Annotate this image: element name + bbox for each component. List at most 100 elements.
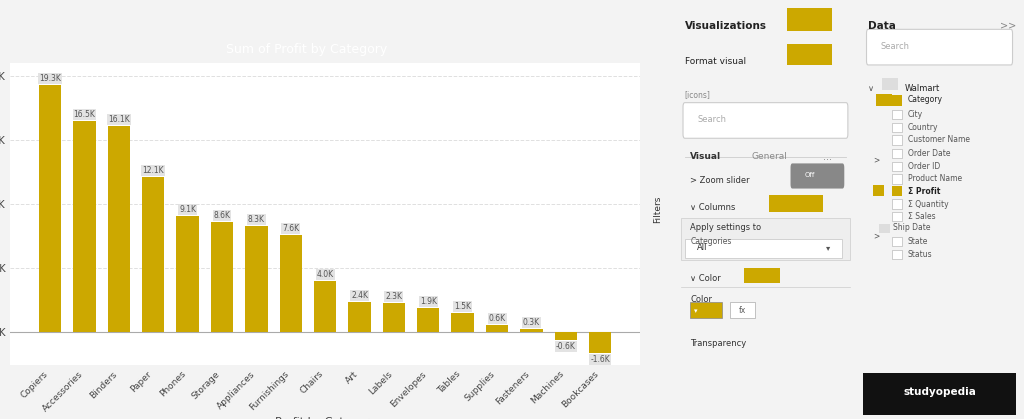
Bar bbox=[589, 332, 611, 353]
FancyBboxPatch shape bbox=[892, 212, 902, 221]
Text: >>: >> bbox=[999, 21, 1016, 31]
Text: ...: ... bbox=[823, 152, 831, 162]
FancyBboxPatch shape bbox=[683, 103, 848, 138]
Text: General: General bbox=[752, 152, 787, 160]
FancyBboxPatch shape bbox=[791, 163, 844, 189]
X-axis label: Profit by Category: Profit by Category bbox=[274, 417, 376, 419]
Text: Order Date: Order Date bbox=[907, 149, 950, 158]
Bar bbox=[74, 121, 95, 332]
Text: ∨ Columns: ∨ Columns bbox=[690, 203, 735, 212]
Text: City: City bbox=[907, 110, 923, 119]
Text: 2.3K: 2.3K bbox=[385, 292, 402, 301]
Bar bbox=[417, 308, 439, 332]
Text: [icons]: [icons] bbox=[685, 90, 711, 99]
Text: 9.1K: 9.1K bbox=[179, 205, 196, 214]
FancyBboxPatch shape bbox=[892, 162, 902, 171]
Text: >: > bbox=[872, 231, 880, 240]
FancyBboxPatch shape bbox=[892, 199, 902, 209]
Bar bbox=[348, 302, 371, 332]
Text: State: State bbox=[907, 237, 928, 246]
Text: 0.3K: 0.3K bbox=[523, 318, 540, 327]
FancyBboxPatch shape bbox=[866, 29, 1013, 65]
FancyBboxPatch shape bbox=[685, 239, 843, 258]
Text: Visualizations: Visualizations bbox=[685, 21, 767, 31]
Text: Walmart: Walmart bbox=[904, 84, 940, 93]
Text: Product Name: Product Name bbox=[907, 174, 962, 184]
Text: Ship Date: Ship Date bbox=[894, 223, 931, 233]
FancyBboxPatch shape bbox=[786, 8, 831, 31]
Text: 1.5K: 1.5K bbox=[455, 302, 471, 311]
Text: Sum of Profit by Category: Sum of Profit by Category bbox=[225, 43, 387, 56]
Text: 16.5K: 16.5K bbox=[74, 110, 95, 119]
FancyBboxPatch shape bbox=[872, 185, 884, 196]
FancyBboxPatch shape bbox=[892, 250, 902, 259]
Text: 1.9K: 1.9K bbox=[420, 297, 437, 306]
Text: fx: fx bbox=[738, 306, 745, 316]
FancyBboxPatch shape bbox=[892, 123, 902, 132]
Text: 12.1K: 12.1K bbox=[142, 166, 164, 175]
Text: 4.0K: 4.0K bbox=[316, 270, 334, 279]
Bar bbox=[555, 332, 577, 340]
Text: studyopedia: studyopedia bbox=[903, 387, 976, 397]
Bar bbox=[520, 328, 543, 332]
Text: Σ Sales: Σ Sales bbox=[907, 212, 935, 221]
Bar bbox=[245, 226, 267, 332]
Text: -0.6K: -0.6K bbox=[556, 342, 575, 351]
FancyBboxPatch shape bbox=[743, 268, 780, 283]
Bar bbox=[383, 303, 406, 332]
Text: >: > bbox=[872, 156, 880, 165]
Bar bbox=[39, 85, 61, 332]
Text: ∨ Color: ∨ Color bbox=[690, 274, 721, 283]
Text: Status: Status bbox=[907, 250, 933, 259]
Text: Category: Category bbox=[907, 95, 943, 104]
Text: ▾: ▾ bbox=[826, 243, 830, 252]
Text: 8.6K: 8.6K bbox=[213, 211, 230, 220]
FancyBboxPatch shape bbox=[892, 95, 902, 106]
FancyBboxPatch shape bbox=[880, 224, 890, 233]
Text: Color: Color bbox=[690, 295, 712, 304]
Text: > Zoom slider: > Zoom slider bbox=[690, 176, 750, 185]
FancyBboxPatch shape bbox=[892, 110, 902, 119]
FancyBboxPatch shape bbox=[892, 149, 902, 158]
Text: 19.3K: 19.3K bbox=[39, 74, 61, 83]
Text: 2.4K: 2.4K bbox=[351, 291, 368, 300]
Text: 8.3K: 8.3K bbox=[248, 215, 265, 224]
Text: Apply settings to: Apply settings to bbox=[690, 223, 761, 232]
FancyBboxPatch shape bbox=[863, 373, 1016, 415]
FancyBboxPatch shape bbox=[892, 135, 902, 145]
Text: Data: Data bbox=[868, 21, 896, 31]
FancyBboxPatch shape bbox=[892, 186, 902, 196]
FancyBboxPatch shape bbox=[690, 302, 723, 318]
Text: Σ Profit: Σ Profit bbox=[907, 186, 940, 196]
Text: Format visual: Format visual bbox=[685, 57, 745, 65]
Bar bbox=[142, 177, 165, 332]
Text: Filters: Filters bbox=[653, 196, 663, 223]
Text: Visual: Visual bbox=[690, 152, 721, 160]
Text: Categories: Categories bbox=[690, 237, 731, 246]
Bar bbox=[211, 222, 233, 332]
Text: Customer Name: Customer Name bbox=[907, 135, 970, 145]
Text: -1.6K: -1.6K bbox=[590, 355, 610, 364]
Bar bbox=[280, 235, 302, 332]
Text: Transparency: Transparency bbox=[690, 339, 746, 348]
FancyBboxPatch shape bbox=[883, 78, 898, 90]
FancyBboxPatch shape bbox=[769, 195, 823, 212]
Text: ∨: ∨ bbox=[868, 84, 874, 93]
Text: 16.1K: 16.1K bbox=[108, 115, 130, 124]
FancyBboxPatch shape bbox=[786, 44, 831, 65]
FancyBboxPatch shape bbox=[681, 218, 850, 260]
Text: Country: Country bbox=[907, 123, 938, 132]
FancyBboxPatch shape bbox=[892, 174, 902, 184]
Text: 0.6K: 0.6K bbox=[488, 314, 506, 323]
FancyBboxPatch shape bbox=[876, 94, 892, 106]
Bar bbox=[314, 281, 336, 332]
Text: ▾: ▾ bbox=[694, 308, 697, 314]
Text: All: All bbox=[697, 243, 708, 252]
Text: Σ Quantity: Σ Quantity bbox=[907, 199, 948, 209]
FancyBboxPatch shape bbox=[729, 302, 755, 318]
Bar bbox=[176, 216, 199, 332]
Text: Search: Search bbox=[697, 115, 726, 124]
Text: Order ID: Order ID bbox=[907, 162, 940, 171]
Bar bbox=[452, 313, 474, 332]
Text: 7.6K: 7.6K bbox=[283, 224, 299, 233]
